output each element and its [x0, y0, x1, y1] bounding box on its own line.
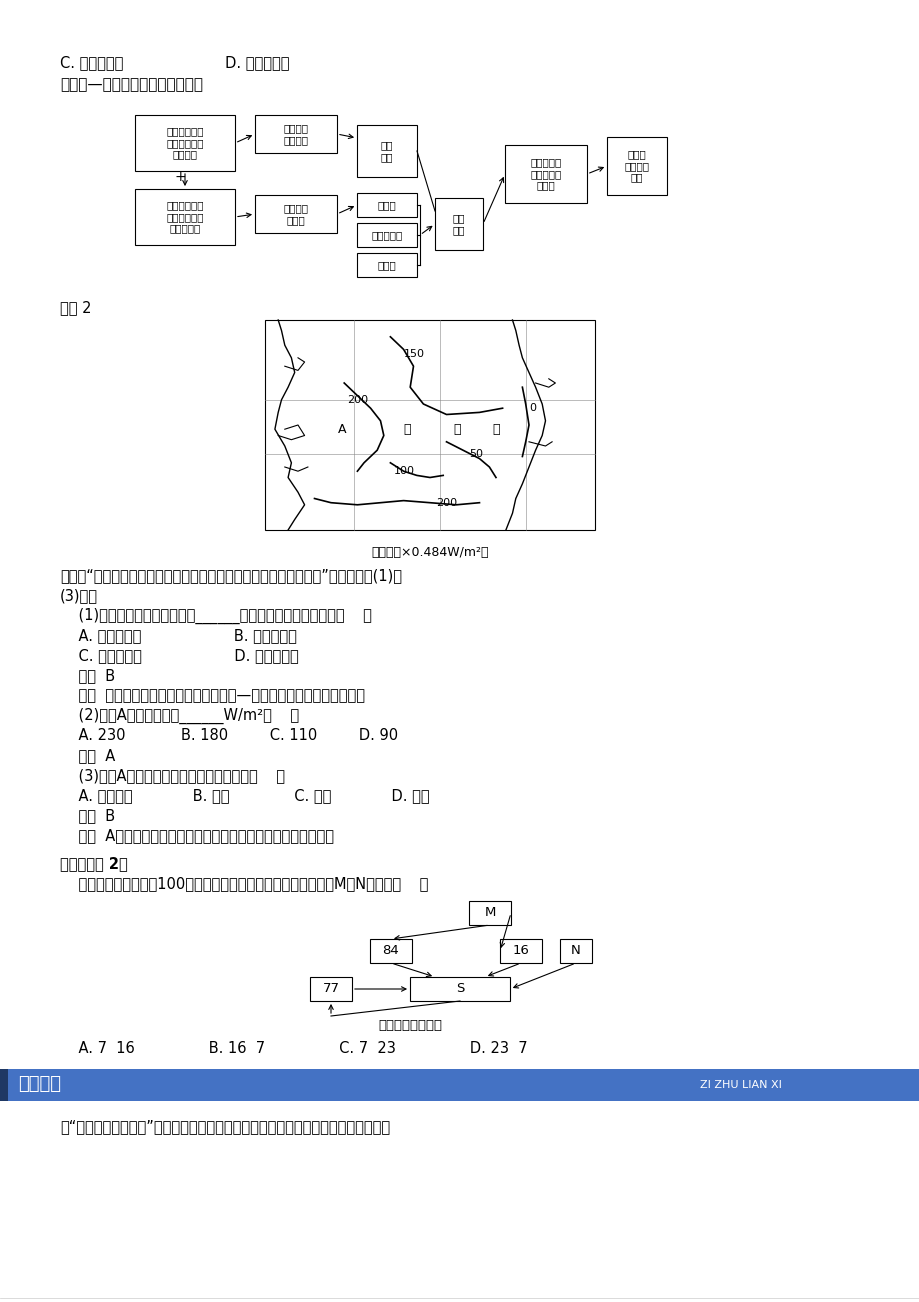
Bar: [0, 1069, 919, 1101]
Bar: [505, 145, 586, 203]
Text: 二、海—气相互作用与水、热平衡: 二、海—气相互作用与水、热平衡: [60, 77, 203, 92]
Bar: [469, 901, 510, 924]
Text: (1)该等値线分布图反映的是______两者之间的热量补给关系（    ）: (1)该等値线分布图反映的是______两者之间的热量补给关系（ ）: [60, 608, 371, 624]
Text: 200: 200: [347, 395, 369, 405]
Bar: [135, 189, 234, 245]
Text: 答案  B: 答案 B: [60, 809, 115, 823]
Bar: [435, 198, 482, 250]
Text: 自主练习: 自主练习: [18, 1075, 61, 1092]
Text: A. 7  16                B. 16  7                C. 7  23                D. 23  7: A. 7 16 B. 16 7 C. 7 23 D. 23 7: [60, 1042, 528, 1056]
Text: 读“全球水循环模式图”（箭头分别代表降水、蕲发、径流与水汿输送，数字表示循环: 读“全球水循环模式图”（箭头分别代表降水、蕲发、径流与水汿输送，数字表示循环: [60, 1118, 390, 1134]
Text: A: A: [337, 423, 346, 436]
Bar: [255, 115, 336, 154]
Text: 200: 200: [437, 497, 458, 508]
Text: （单位：×0.484W/m²）: （单位：×0.484W/m²）: [371, 546, 488, 559]
Text: 答案  A: 答案 A: [60, 749, 115, 763]
Text: (3)图中A海区表层海水热量的直接来源是（    ）: (3)图中A海区表层海水热量的直接来源是（ ）: [60, 768, 285, 783]
Text: ZI ZHU LIAN XI: ZI ZHU LIAN XI: [699, 1079, 781, 1090]
Text: 答案  B: 答案 B: [60, 668, 115, 684]
Bar: [0, 1069, 8, 1101]
Text: +: +: [174, 171, 186, 184]
Text: 16: 16: [512, 944, 528, 957]
Text: 全球水循环模式图: 全球水循环模式图: [378, 1019, 441, 1032]
Bar: [499, 939, 541, 963]
Bar: [607, 137, 666, 195]
Text: 77: 77: [323, 983, 339, 996]
Text: 读图，水循环总量为100单位，按全球多年水量平衡规律推算，M、N分别为（    ）: 读图，水循环总量为100单位，按全球多年水量平衡规律推算，M、N分别为（ ）: [60, 876, 428, 891]
Text: 解析  A处海水温度明显高于两侧，应该是受到暇流的影响所致。: 解析 A处海水温度明显高于两侧，应该是受到暇流的影响所致。: [60, 828, 334, 842]
Bar: [135, 115, 234, 171]
Text: S: S: [455, 983, 464, 996]
Text: 风海流: 风海流: [377, 201, 396, 210]
Text: 0: 0: [528, 404, 536, 413]
Bar: [357, 193, 416, 217]
Bar: [357, 253, 416, 277]
Text: 大洋
环流: 大洋 环流: [452, 214, 465, 234]
Text: N: N: [571, 944, 580, 957]
Text: A. 230            B. 180         C. 110         D. 90: A. 230 B. 180 C. 110 D. 90: [60, 728, 398, 743]
Text: 上图为“某大洋部分海区年平均每日从海洋输入大气的总热量分布图”，读图回答(1)～: 上图为“某大洋部分海区年平均每日从海洋输入大气的总热量分布图”，读图回答(1)～: [60, 568, 402, 583]
Text: 不同纬度海洋
与大陆对大气
加热的差异: 不同纬度海洋 与大陆对大气 加热的差异: [166, 201, 203, 233]
Text: 84: 84: [382, 944, 399, 957]
Text: 不同纬度海洋
获得的太阳辐
射量不同: 不同纬度海洋 获得的太阳辐 射量不同: [166, 126, 203, 160]
Text: 典例 2: 典例 2: [60, 299, 91, 315]
Text: 50: 50: [469, 449, 483, 460]
Text: 水分和热量
在不同地区
的传输: 水分和热量 在不同地区 的传输: [529, 158, 561, 190]
Bar: [410, 976, 509, 1001]
Text: (3)题。: (3)题。: [60, 589, 98, 603]
Bar: [255, 195, 336, 233]
Text: 150: 150: [403, 349, 425, 358]
Bar: [265, 320, 595, 530]
Text: A. 太阳和陆地                    B. 海洋和大气: A. 太阳和陆地 B. 海洋和大气: [60, 628, 297, 643]
Text: A. 太阳辐射             B. 洋流              C. 陆地             D. 大气: A. 太阳辐射 B. 洋流 C. 陆地 D. 大气: [60, 788, 429, 803]
Text: 海陆间季
风环流: 海陆间季 风环流: [283, 203, 308, 225]
Text: 西: 西: [453, 423, 460, 436]
Text: 海洋上的
大气环流: 海洋上的 大气环流: [283, 124, 308, 145]
Bar: [357, 223, 416, 247]
Text: 地转偏向力: 地转偏向力: [371, 230, 403, 240]
Text: 地球上
水、热的
平衡: 地球上 水、热的 平衡: [624, 150, 649, 182]
Text: (2)图中A处的値可能是______W/m²（    ）: (2)图中A处的値可能是______W/m²（ ）: [60, 708, 299, 724]
Text: M: M: [483, 906, 495, 919]
Text: 洋: 洋: [493, 423, 500, 436]
Bar: [560, 939, 591, 963]
Bar: [369, 939, 412, 963]
Bar: [310, 976, 352, 1001]
Text: 100: 100: [393, 466, 414, 477]
Bar: [357, 125, 416, 177]
Text: C. 太阳和大气                    D. 太阳和海洋: C. 太阳和大气 D. 太阳和海洋: [60, 648, 299, 663]
Text: 解析  据题意可知，图中曲线表示的是海—气间热量传递关系的分布图。: 解析 据题意可知，图中曲线表示的是海—气间热量传递关系的分布图。: [60, 687, 365, 703]
Text: 大气
环流: 大气 环流: [380, 141, 392, 161]
Text: 大: 大: [403, 423, 411, 436]
Text: 密度流: 密度流: [377, 260, 396, 270]
Text: 【变式练习 2】: 【变式练习 2】: [60, 855, 128, 871]
Text: C. 使气温升高                      D. 使气温降低: C. 使气温升高 D. 使气温降低: [60, 55, 289, 70]
